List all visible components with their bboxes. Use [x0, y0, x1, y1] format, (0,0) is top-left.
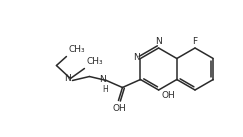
Text: N: N	[99, 75, 105, 85]
Text: CH₃: CH₃	[87, 58, 103, 66]
Text: CH₃: CH₃	[69, 45, 85, 55]
Text: F: F	[192, 37, 198, 46]
Text: OH: OH	[113, 104, 126, 113]
Text: OH: OH	[162, 91, 175, 100]
Text: H: H	[103, 85, 108, 93]
Text: N: N	[133, 53, 139, 62]
Text: N: N	[64, 74, 70, 83]
Text: N: N	[155, 38, 162, 46]
